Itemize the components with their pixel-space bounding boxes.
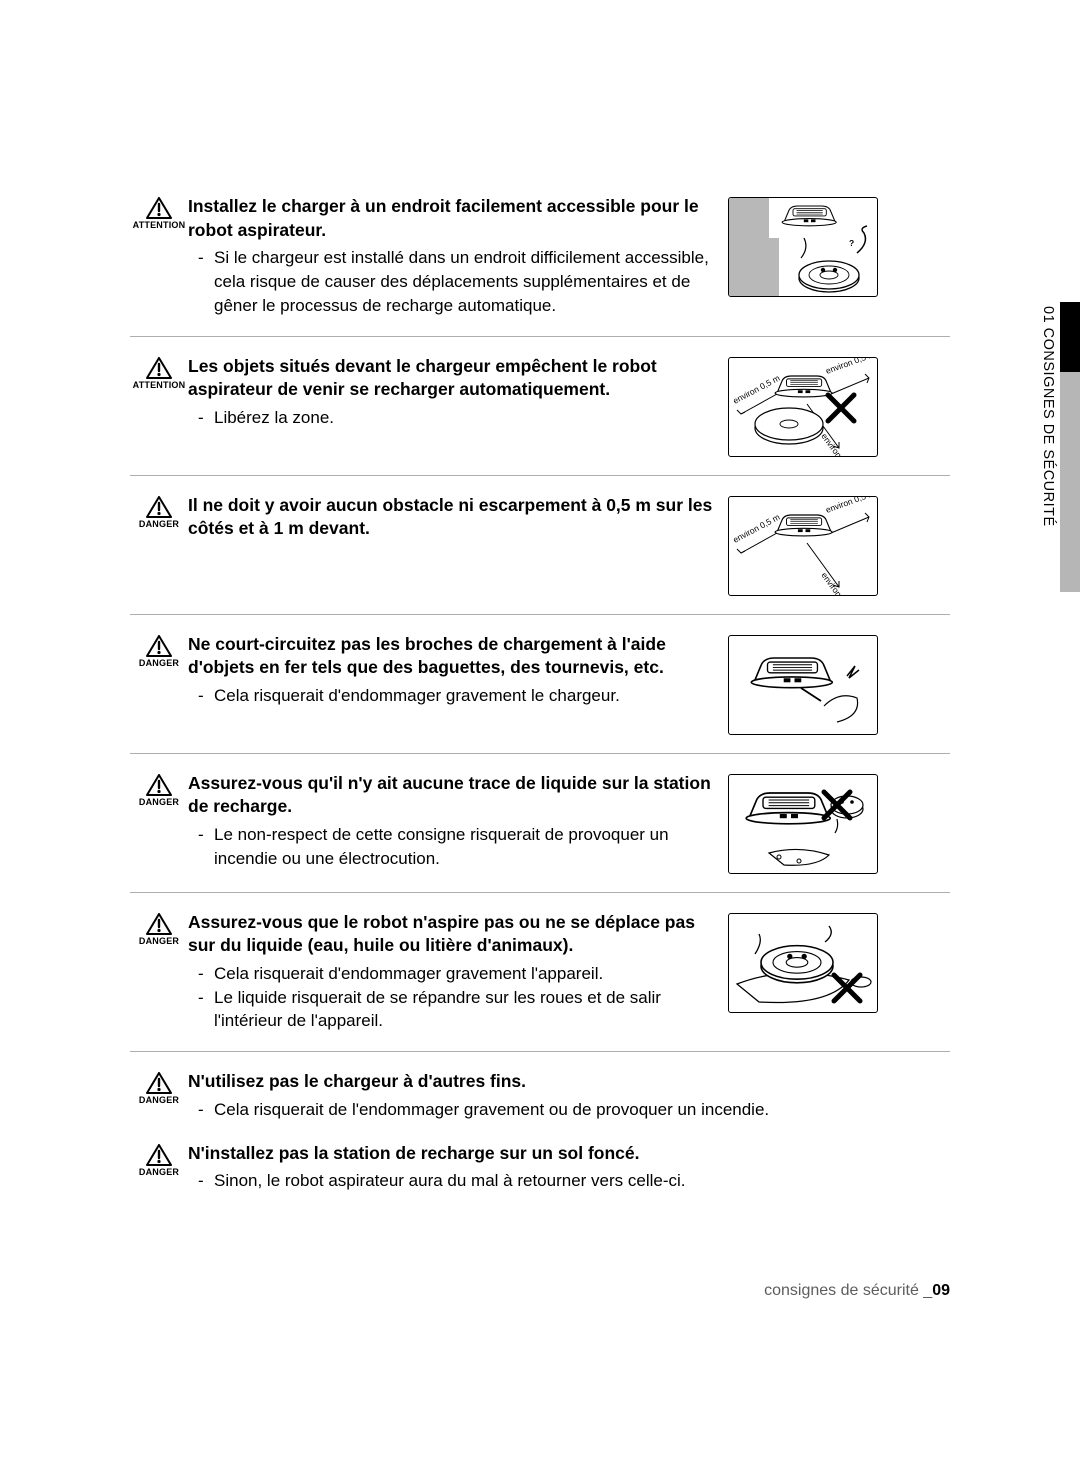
- svg-text:environ 1 m: environ 1 m: [819, 570, 853, 596]
- section-bullet-list: Cela risquerait de l'endommager gravemen…: [188, 1098, 938, 1122]
- section-title: Assurez-vous qu'il n'y ait aucune trace …: [188, 772, 716, 819]
- warning-triangle-icon: [146, 496, 172, 518]
- illustration-column: environ 0,5 m environ 0,5 m environ 1 m: [728, 355, 888, 457]
- section-text: N'utilisez pas le chargeur à d'autres fi…: [188, 1070, 950, 1121]
- svg-text:environ 0,5 m: environ 0,5 m: [731, 372, 781, 405]
- warning-column: DANGER: [130, 633, 188, 668]
- illustration-column: ?: [728, 195, 888, 297]
- warning-level-label: DANGER: [130, 936, 188, 946]
- illustration-column: [728, 911, 888, 1013]
- illustration-wet_floor: [728, 913, 878, 1013]
- svg-text:environ 0,5 m: environ 0,5 m: [824, 358, 876, 376]
- section-bullet-list: Cela risquerait d'endommager gravement l…: [188, 962, 716, 1033]
- warning-level-label: DANGER: [130, 658, 188, 668]
- section-bullet: Libérez la zone.: [188, 406, 716, 430]
- illustration-column: environ 0,5 m environ 0,5 m environ 1 m: [728, 494, 888, 596]
- section-text: N'installez pas la station de recharge s…: [188, 1142, 950, 1193]
- section-text: Les objets situés devant le chargeur emp…: [188, 355, 728, 430]
- section-title: Les objets situés devant le chargeur emp…: [188, 355, 716, 402]
- warning-level-label: DANGER: [130, 797, 188, 807]
- warning-column: DANGER: [130, 494, 188, 529]
- safety-section: DANGER Il ne doit y avoir aucun obstacle…: [130, 494, 950, 615]
- footer-text: consignes de sécurité _: [764, 1282, 932, 1299]
- warning-level-label: DANGER: [130, 519, 188, 529]
- illustration-clearances: environ 0,5 m environ 0,5 m environ 1 m: [728, 496, 878, 596]
- illustration-clearances_x: environ 0,5 m environ 0,5 m environ 1 m: [728, 357, 878, 457]
- warning-triangle-icon: [146, 197, 172, 219]
- illustration-column: [728, 772, 888, 874]
- section-bullet: Sinon, le robot aspirateur aura du mal à…: [188, 1169, 938, 1193]
- section-bullet: Le liquide risquerait de se répandre sur…: [188, 986, 716, 1034]
- warning-level-label: ATTENTION: [130, 380, 188, 390]
- section-text: Ne court-circuitez pas les broches de ch…: [188, 633, 728, 708]
- section-text: Assurez-vous qu'il n'y ait aucune trace …: [188, 772, 728, 871]
- warning-level-label: DANGER: [130, 1167, 188, 1177]
- page-content: ATTENTION Installez le charger à un endr…: [130, 195, 950, 1213]
- safety-section: DANGER N'utilisez pas le chargeur à d'au…: [130, 1070, 950, 1131]
- section-bullet: Cela risquerait d'endommager gravement l…: [188, 684, 716, 708]
- section-text: Il ne doit y avoir aucun obstacle ni esc…: [188, 494, 728, 545]
- svg-text:environ 0,5 m: environ 0,5 m: [731, 511, 781, 544]
- side-tab: 01 CONSIGNES DE SÉCURITÉ: [1032, 302, 1080, 592]
- warning-column: ATTENTION: [130, 195, 188, 230]
- warning-level-label: DANGER: [130, 1095, 188, 1105]
- section-title: N'utilisez pas le chargeur à d'autres fi…: [188, 1070, 938, 1094]
- warning-triangle-icon: [146, 1072, 172, 1094]
- section-bullet: Cela risquerait de l'endommager gravemen…: [188, 1098, 938, 1122]
- safety-section: ATTENTION Installez le charger à un endr…: [130, 195, 950, 337]
- section-bullet-list: Le non-respect de cette consigne risquer…: [188, 823, 716, 871]
- safety-section: DANGER Assurez-vous que le robot n'aspir…: [130, 911, 950, 1053]
- svg-text:environ 0,5 m: environ 0,5 m: [824, 497, 876, 515]
- section-title: Ne court-circuitez pas les broches de ch…: [188, 633, 716, 680]
- warning-column: DANGER: [130, 911, 188, 946]
- section-bullet: Si le chargeur est installé dans un endr…: [188, 246, 716, 317]
- section-title: Installez le charger à un endroit facile…: [188, 195, 716, 242]
- warning-triangle-icon: [146, 635, 172, 657]
- safety-section: ATTENTION Les objets situés devant le ch…: [130, 355, 950, 476]
- side-tab-marker: [1060, 302, 1080, 372]
- section-bullet-list: Libérez la zone.: [188, 406, 716, 430]
- safety-section: DANGER N'installez pas la station de rec…: [130, 1142, 950, 1203]
- illustration-wet_dock: [728, 774, 878, 874]
- warning-column: DANGER: [130, 1070, 188, 1105]
- warning-triangle-icon: [146, 357, 172, 379]
- section-bullet-list: Cela risquerait d'endommager gravement l…: [188, 684, 716, 708]
- warning-column: ATTENTION: [130, 355, 188, 390]
- warning-column: DANGER: [130, 772, 188, 807]
- illustration-column: [728, 633, 888, 735]
- warning-triangle-icon: [146, 1144, 172, 1166]
- page-footer: consignes de sécurité _09: [764, 1282, 950, 1300]
- warning-triangle-icon: [146, 913, 172, 935]
- section-bullet: Le non-respect de cette consigne risquer…: [188, 823, 716, 871]
- warning-column: DANGER: [130, 1142, 188, 1177]
- svg-text:environ 1 m: environ 1 m: [819, 431, 853, 457]
- section-title: Il ne doit y avoir aucun obstacle ni esc…: [188, 494, 716, 541]
- footer-page-number: 09: [932, 1282, 950, 1299]
- side-tab-label: 01 CONSIGNES DE SÉCURITÉ: [1036, 302, 1056, 592]
- illustration-short: [728, 635, 878, 735]
- section-text: Assurez-vous que le robot n'aspire pas o…: [188, 911, 728, 1034]
- svg-text:?: ?: [849, 238, 854, 248]
- safety-section: DANGER Ne court-circuitez pas les broche…: [130, 633, 950, 754]
- section-bullet: Cela risquerait d'endommager gravement l…: [188, 962, 716, 986]
- safety-section: DANGER Assurez-vous qu'il n'y ait aucune…: [130, 772, 950, 893]
- warning-level-label: ATTENTION: [130, 220, 188, 230]
- warning-triangle-icon: [146, 774, 172, 796]
- section-bullet-list: Sinon, le robot aspirateur aura du mal à…: [188, 1169, 938, 1193]
- section-text: Installez le charger à un endroit facile…: [188, 195, 728, 318]
- illustration-confused: ?: [728, 197, 878, 297]
- section-bullet-list: Si le chargeur est installé dans un endr…: [188, 246, 716, 317]
- section-title: N'installez pas la station de recharge s…: [188, 1142, 938, 1166]
- section-title: Assurez-vous que le robot n'aspire pas o…: [188, 911, 716, 958]
